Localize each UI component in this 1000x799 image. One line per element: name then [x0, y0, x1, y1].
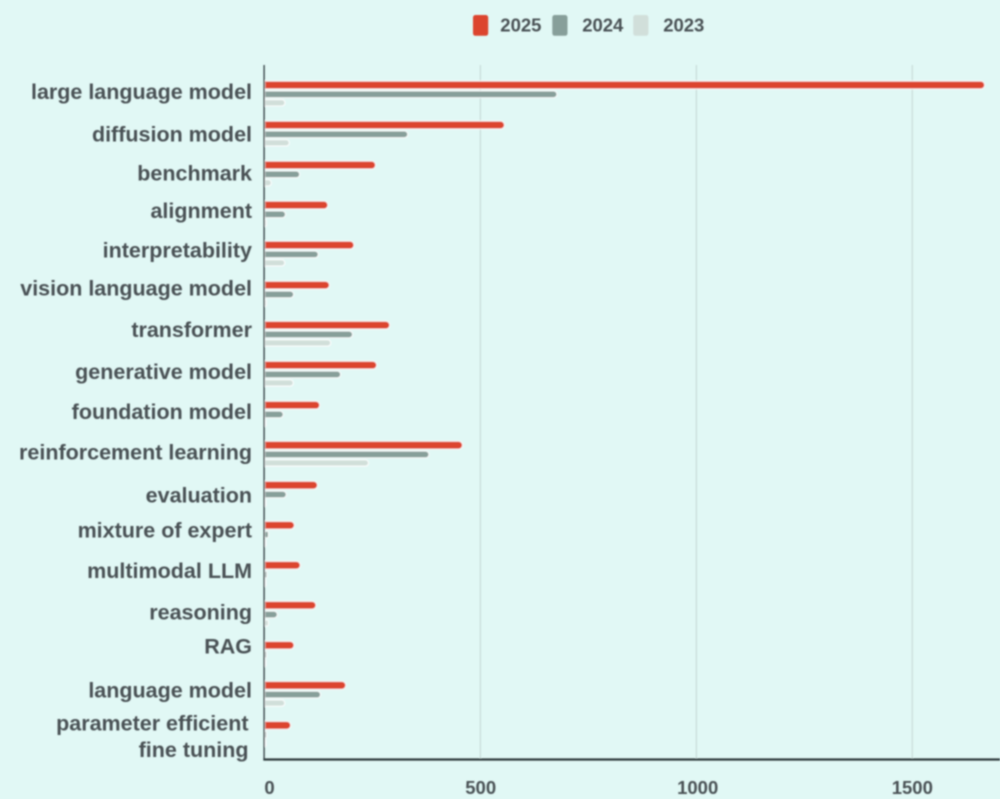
svg-text:vision language model: vision language model	[20, 277, 252, 301]
svg-text:2023: 2023	[663, 15, 704, 36]
svg-text:RAG: RAG	[204, 635, 252, 659]
svg-text:1000: 1000	[677, 777, 718, 798]
svg-text:large language model: large language model	[31, 80, 252, 104]
svg-text:language model: language model	[88, 679, 252, 703]
svg-text:2024: 2024	[582, 15, 624, 36]
svg-text:generative model: generative model	[75, 360, 252, 384]
svg-text:500: 500	[465, 777, 496, 798]
svg-text:mixture of expert: mixture of expert	[78, 519, 252, 543]
svg-text:0: 0	[264, 777, 274, 798]
svg-text:evaluation: evaluation	[146, 484, 252, 508]
svg-text:fine tuning: fine tuning	[139, 738, 249, 762]
svg-text:reasoning: reasoning	[149, 600, 252, 624]
svg-text:foundation model: foundation model	[72, 400, 252, 424]
svg-text:alignment: alignment	[150, 199, 252, 223]
svg-text:1500: 1500	[892, 777, 933, 798]
svg-text:reinforcement learning: reinforcement learning	[19, 440, 252, 464]
svg-text:diffusion model: diffusion model	[92, 122, 252, 146]
svg-text:interpretability: interpretability	[103, 238, 252, 262]
svg-text:multimodal LLM: multimodal LLM	[87, 559, 252, 583]
svg-text:2025: 2025	[500, 15, 541, 36]
svg-text:benchmark: benchmark	[137, 161, 252, 185]
svg-text:parameter efficient: parameter efficient	[56, 712, 248, 736]
svg-text:transformer: transformer	[131, 318, 252, 342]
